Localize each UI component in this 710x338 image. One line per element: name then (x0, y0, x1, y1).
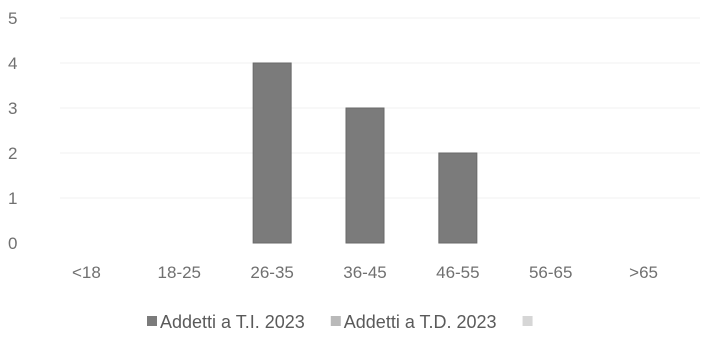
x-tick-label: 36-45 (343, 263, 386, 282)
x-tick-label: <18 (72, 263, 101, 282)
x-tick-label: 26-35 (250, 263, 293, 282)
y-tick-label: 2 (8, 144, 17, 163)
x-tick-label: >65 (629, 263, 658, 282)
legend-label: Addetti a T.D. 2023 (344, 312, 497, 332)
x-tick-label: 46-55 (436, 263, 479, 282)
legend-label: Addetti a T.I. 2023 (160, 312, 305, 332)
bar-26-35 (252, 62, 292, 244)
x-tick-label: 56-65 (529, 263, 572, 282)
legend: Addetti a T.I. 2023 Addetti a T.D. 2023 (147, 312, 533, 332)
x-axis: <18 18-25 26-35 36-45 46-55 56-65 >65 (72, 263, 658, 282)
bars (252, 62, 478, 244)
y-tick-label: 5 (8, 9, 17, 28)
legend-swatch (522, 316, 533, 326)
y-tick-label: 3 (8, 99, 17, 118)
legend-swatch (147, 316, 157, 326)
y-tick-label: 4 (8, 54, 17, 73)
bar-36-45 (345, 107, 385, 244)
y-tick-label: 0 (8, 234, 17, 253)
legend-swatch (330, 316, 341, 326)
bar-46-55 (438, 152, 478, 244)
x-tick-label: 18-25 (158, 263, 201, 282)
y-axis: 0 1 2 3 4 5 (8, 9, 17, 253)
y-tick-label: 1 (8, 189, 17, 208)
